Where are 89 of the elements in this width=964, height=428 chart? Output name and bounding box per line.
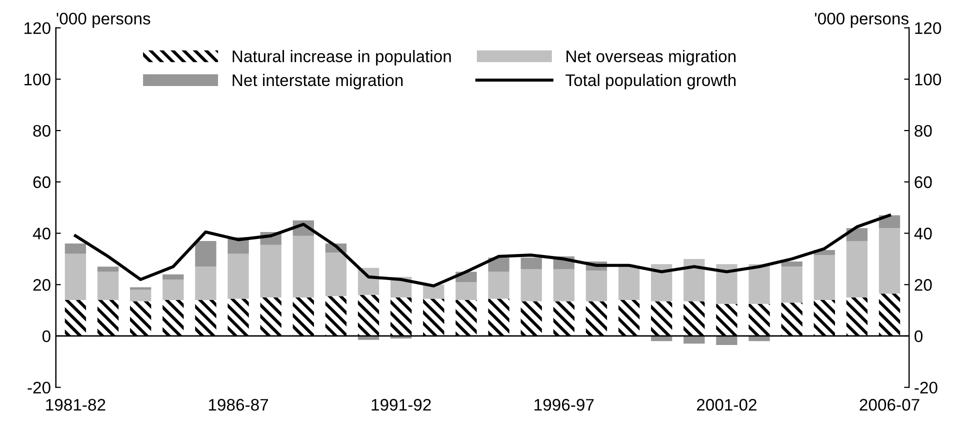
bar: [162, 274, 184, 280]
bar: [228, 298, 249, 336]
line-series: [74, 214, 892, 288]
bar: [97, 272, 119, 300]
x-tick-label: 1996-97: [534, 398, 594, 411]
x-tick-label: 2001-02: [696, 398, 756, 411]
y2-tick-label: 100: [915, 74, 942, 86]
y-tick-label: 80: [33, 124, 50, 137]
bar: [488, 258, 510, 272]
bar: [781, 266, 802, 303]
bar: [130, 287, 152, 290]
bar: [618, 300, 640, 336]
bar: [846, 297, 868, 336]
bar: [195, 266, 216, 300]
bar: [684, 258, 705, 302]
bar: [520, 258, 542, 270]
bar: [64, 300, 86, 336]
y-tick-label: 120: [24, 22, 50, 34]
bar: [195, 240, 216, 267]
y-tick-label: -20: [28, 382, 50, 394]
bar: [456, 282, 477, 300]
bar: [130, 301, 152, 336]
bar: [97, 300, 119, 336]
bar: [162, 279, 184, 300]
bar: [292, 297, 314, 336]
bar: [358, 336, 380, 340]
y2-tick-label: 40: [914, 228, 932, 240]
bar: [456, 300, 477, 336]
bar: [97, 266, 119, 272]
y2-tick-label: 0: [914, 330, 923, 342]
legend-label: Natural increase in population: [232, 50, 451, 66]
bar: [325, 252, 347, 296]
x-tick-label: 1981-82: [46, 398, 106, 411]
bar: [586, 301, 608, 336]
bar: [748, 264, 770, 304]
y2-tick-label: -20: [914, 382, 938, 394]
legend-label: Net interstate migration: [232, 74, 403, 90]
bar: [488, 272, 510, 299]
y-tick-label: 0: [42, 330, 50, 342]
bar: [423, 298, 444, 336]
y2-tick-label: 120: [915, 22, 942, 34]
bar: [553, 269, 574, 302]
y2-tick-label: 20: [914, 279, 932, 291]
y2-tick-label: 80: [914, 124, 932, 137]
bar: [846, 240, 868, 298]
bar: [260, 244, 282, 298]
bar: [684, 336, 705, 344]
legend-label: Total population growth: [566, 74, 736, 90]
bar: [325, 296, 347, 336]
bar: [520, 301, 542, 336]
legend-label: Net overseas migration: [566, 50, 736, 66]
y-tick-label: 40: [32, 228, 50, 240]
bar: [878, 228, 900, 294]
bar: [781, 302, 802, 336]
y2-tick-label: 60: [914, 176, 932, 188]
bar: [716, 264, 738, 304]
y-axis-title: '000 persons: [56, 12, 150, 28]
bar: [618, 266, 640, 300]
bar: [520, 269, 542, 302]
bar: [716, 336, 738, 345]
x-tick-label: 2006-07: [860, 398, 920, 411]
bar: [292, 236, 314, 298]
bar: [781, 262, 802, 267]
bar: [553, 301, 574, 336]
bar: [814, 300, 835, 336]
bar: [586, 270, 608, 302]
bar: [228, 254, 249, 299]
bar: [162, 300, 184, 336]
y-tick-label: 20: [33, 279, 50, 291]
bar: [650, 264, 672, 302]
bar: [488, 298, 510, 336]
bar: [390, 297, 412, 336]
bar: [748, 304, 770, 336]
y2-axis-title: '000 persons: [814, 12, 908, 28]
y-tick-label: 60: [33, 176, 50, 188]
bar: [814, 255, 835, 300]
bar: [64, 254, 86, 300]
bar: [130, 290, 152, 302]
bar: [64, 244, 86, 254]
bar: [358, 294, 380, 336]
bar: [684, 301, 705, 336]
bar: [195, 300, 216, 336]
bar: [650, 301, 672, 336]
x-tick-label: 1986-87: [208, 398, 268, 411]
bar: [260, 297, 282, 336]
y-tick-label: 100: [24, 74, 50, 86]
bar: [716, 304, 738, 336]
x-tick-label: 1991-92: [372, 398, 431, 411]
bar: [878, 294, 900, 336]
